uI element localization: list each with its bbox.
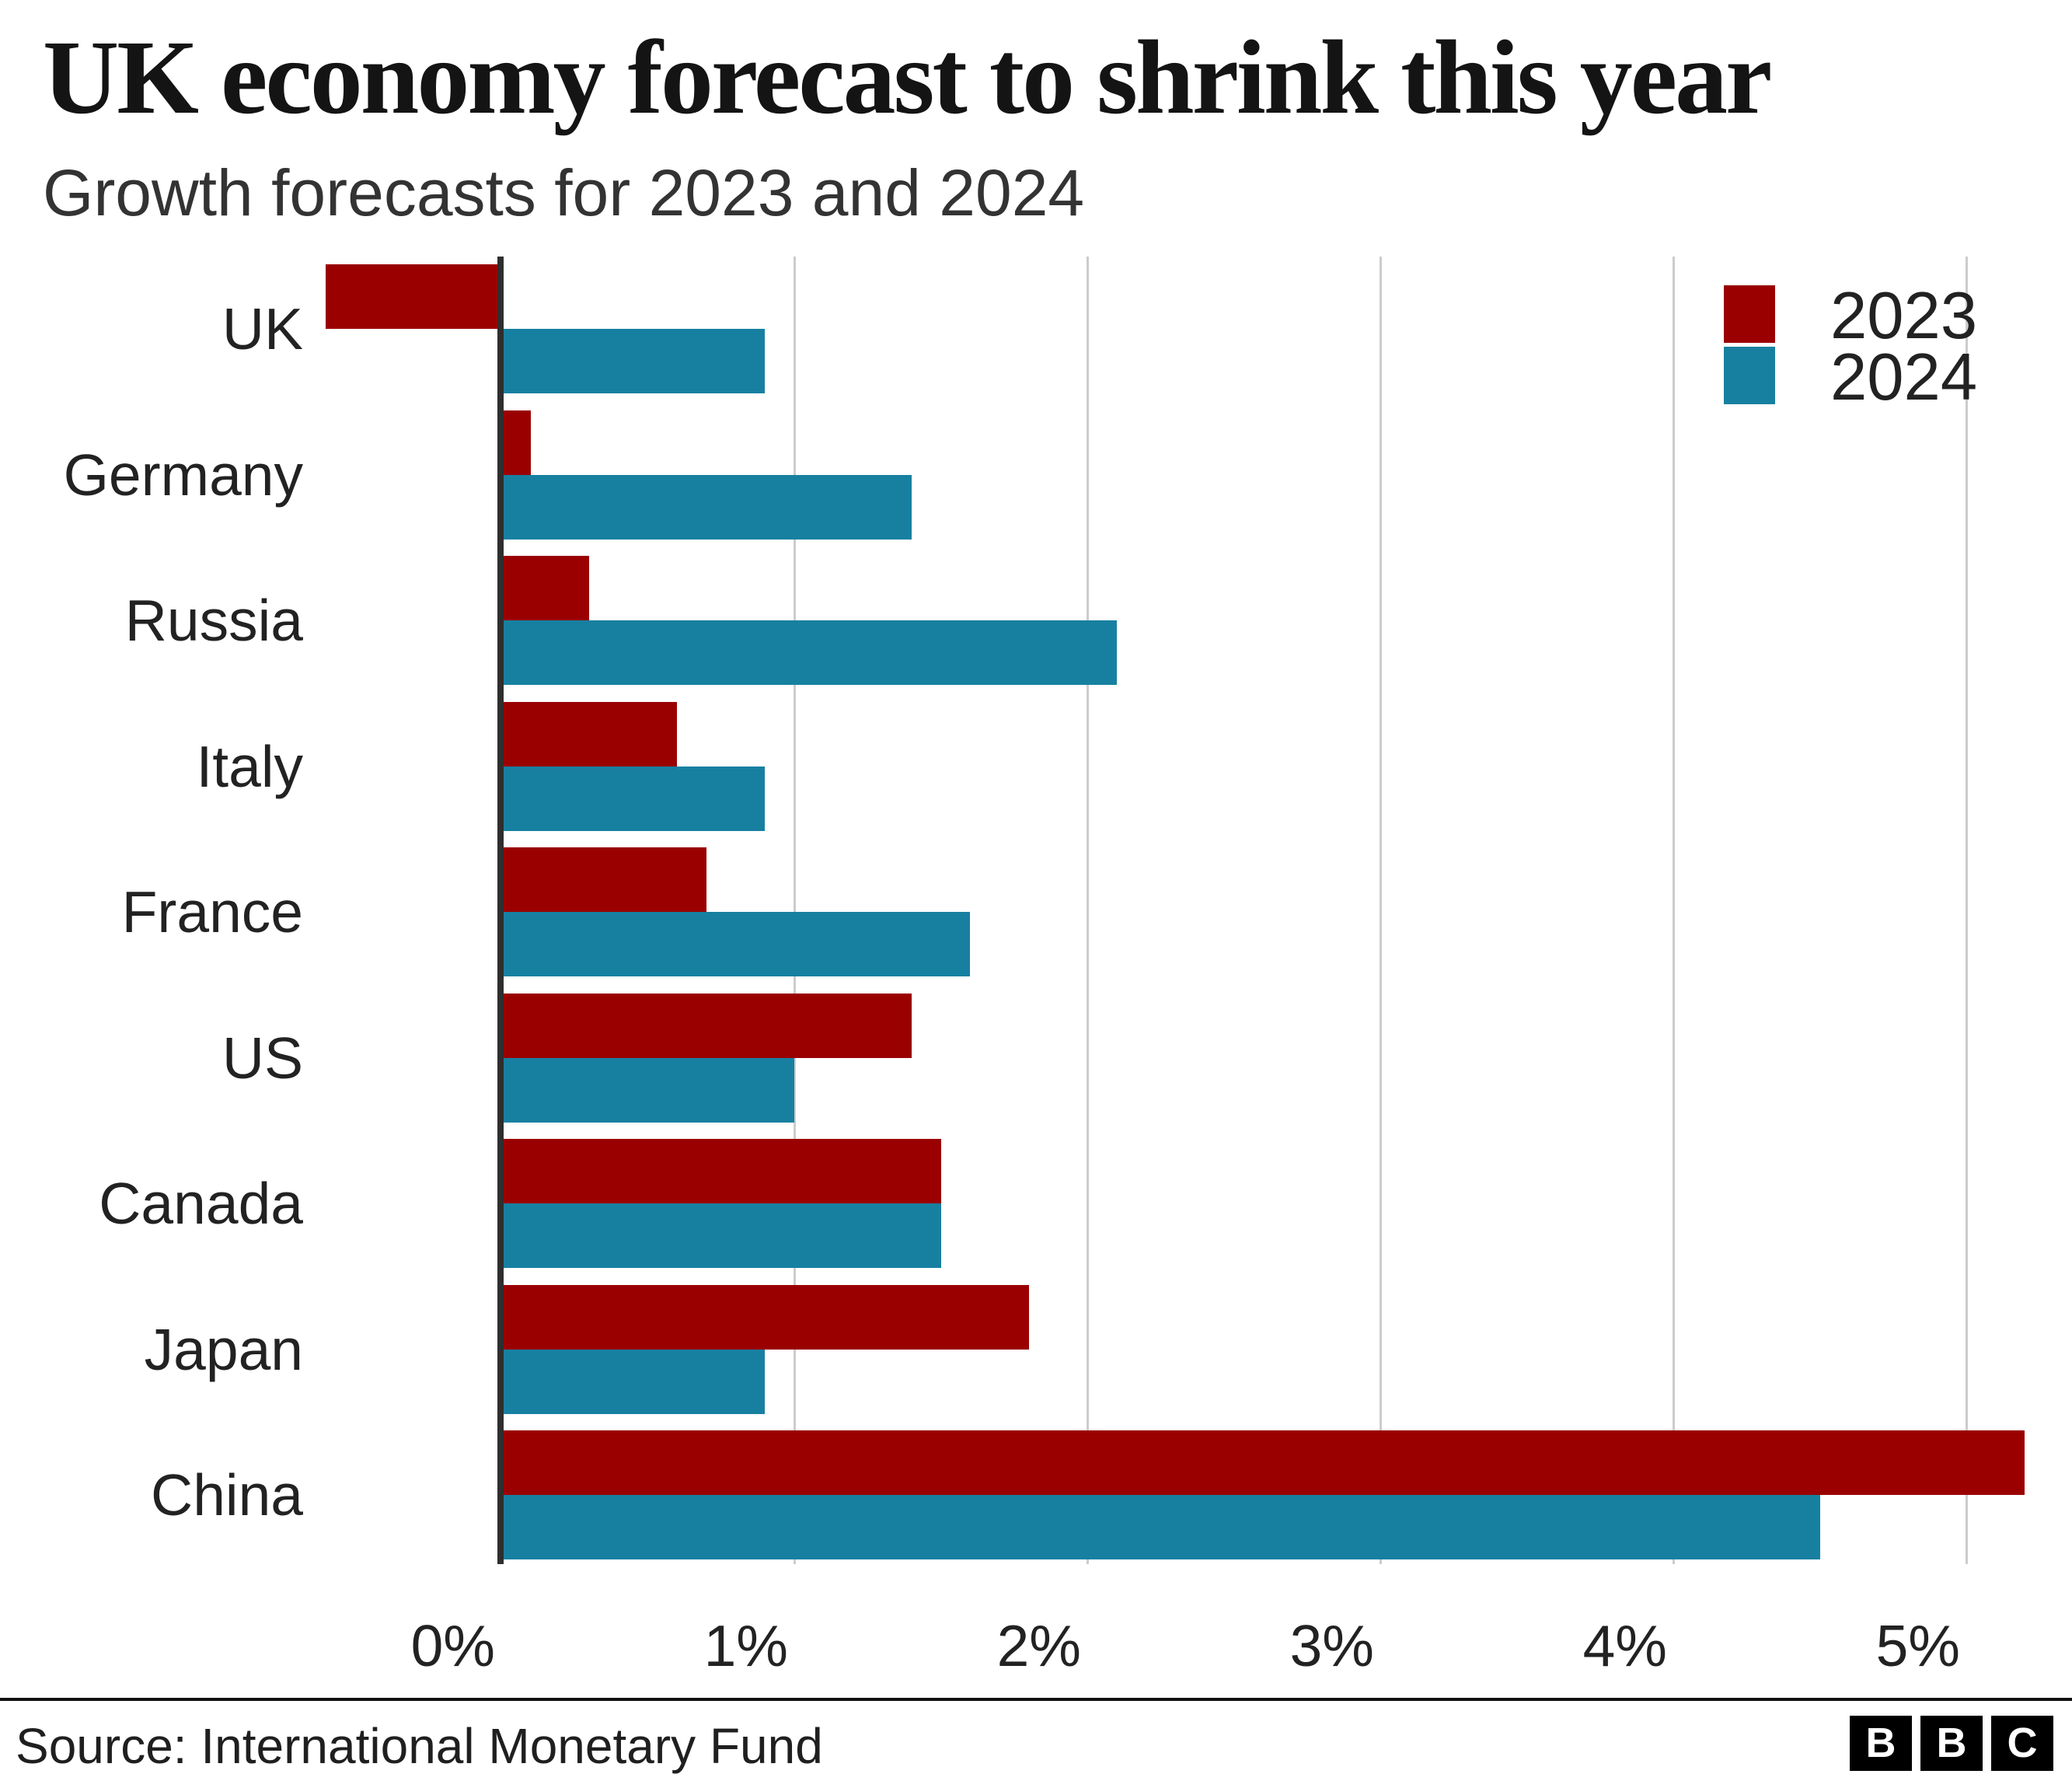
category-label-US: US (222, 1025, 303, 1091)
bar-2023-Italy (501, 701, 678, 767)
bbc-logo-block-2: B (1920, 1716, 1983, 1771)
gridline-4pct (1672, 257, 1675, 1564)
bar-2024-Germany (501, 474, 912, 540)
category-label-France: France (121, 879, 303, 945)
bar-2023-Russia (501, 556, 590, 620)
category-label-Japan: Japan (144, 1316, 303, 1382)
legend-swatch-2024 (1724, 347, 1775, 404)
bar-2024-Italy (501, 766, 766, 831)
source-text: Source: International Monetary Fund (16, 1718, 823, 1774)
bar-2023-Japan (501, 1284, 1029, 1350)
category-label-Germany: Germany (63, 442, 303, 508)
bar-2024-France (501, 912, 971, 976)
bar-2024-China (501, 1495, 1820, 1559)
bar-2023-Canada (501, 1139, 941, 1203)
bar-2023-China (501, 1430, 2025, 1495)
tick-label-4pct: 4% (1582, 1613, 1667, 1678)
gridline-1pct (793, 257, 796, 1564)
bar-2024-US (501, 1057, 794, 1123)
bar-2023-US (501, 993, 912, 1058)
tick-label-1pct: 1% (703, 1613, 788, 1678)
legend-swatch-2023 (1724, 285, 1775, 343)
bar-2023-Germany (501, 410, 531, 475)
zero-axis-line (497, 257, 504, 1564)
gridline-5pct (1965, 257, 1968, 1564)
category-label-Canada: Canada (99, 1171, 303, 1236)
legend-label-2024: 2024 (1830, 340, 1978, 414)
chart-subtitle: Growth forecasts for 2023 and 2024 (43, 156, 1085, 229)
gridline-2pct (1086, 257, 1089, 1564)
tick-label-0pct: 0% (410, 1613, 495, 1678)
tick-label-5pct: 5% (1875, 1613, 1960, 1678)
bar-2024-Russia (501, 620, 1117, 685)
tick-label-2pct: 2% (996, 1613, 1081, 1678)
bbc-logo-block-1: B (1850, 1716, 1912, 1771)
category-label-Russia: Russia (124, 588, 303, 653)
tick-label-3pct: 3% (1289, 1613, 1374, 1678)
footer-divider (0, 1698, 2072, 1701)
bar-2024-Japan (501, 1349, 766, 1414)
category-label-Italy: Italy (196, 733, 303, 799)
legend-label-2023: 2023 (1830, 279, 1978, 353)
bar-2024-Canada (501, 1203, 941, 1268)
gridline-3pct (1379, 257, 1382, 1564)
category-label-China: China (151, 1462, 303, 1528)
chart-title: UK economy forecast to shrink this year (43, 19, 1772, 136)
bbc-logo-block-3: C (1991, 1716, 2053, 1771)
bar-2023-UK (325, 264, 501, 329)
bar-2023-France (501, 847, 706, 912)
category-label-UK: UK (222, 296, 303, 361)
bar-2024-UK (501, 329, 766, 393)
